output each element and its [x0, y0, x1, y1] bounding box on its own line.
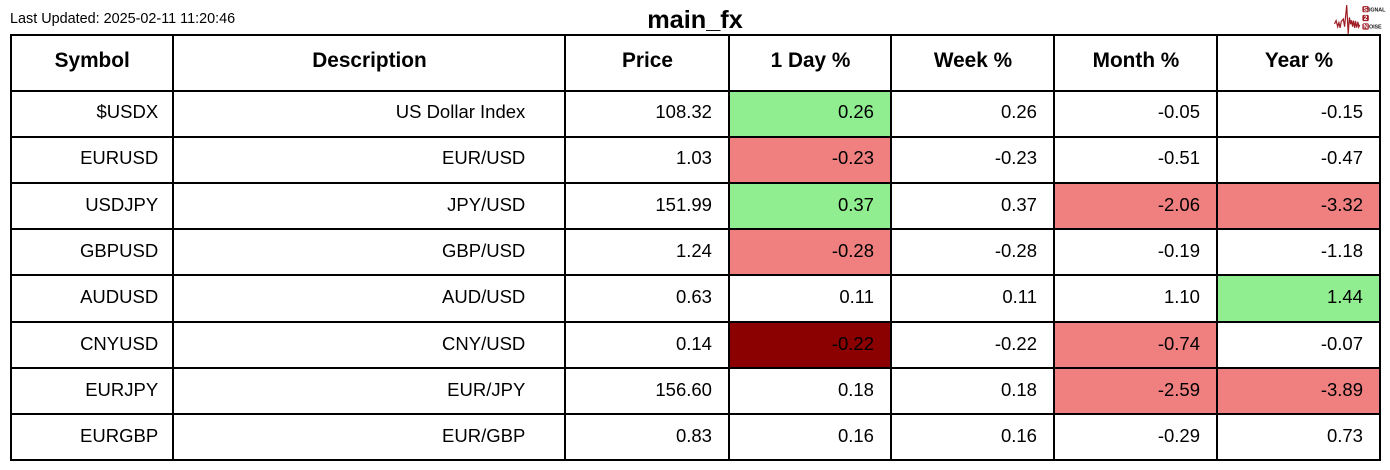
svg-text:OISE: OISE [1369, 25, 1382, 31]
svg-text:N: N [1363, 24, 1368, 31]
svg-text:S: S [1364, 6, 1368, 13]
svg-text:2: 2 [1364, 15, 1368, 22]
svg-text:IGNAL: IGNAL [1369, 7, 1386, 13]
